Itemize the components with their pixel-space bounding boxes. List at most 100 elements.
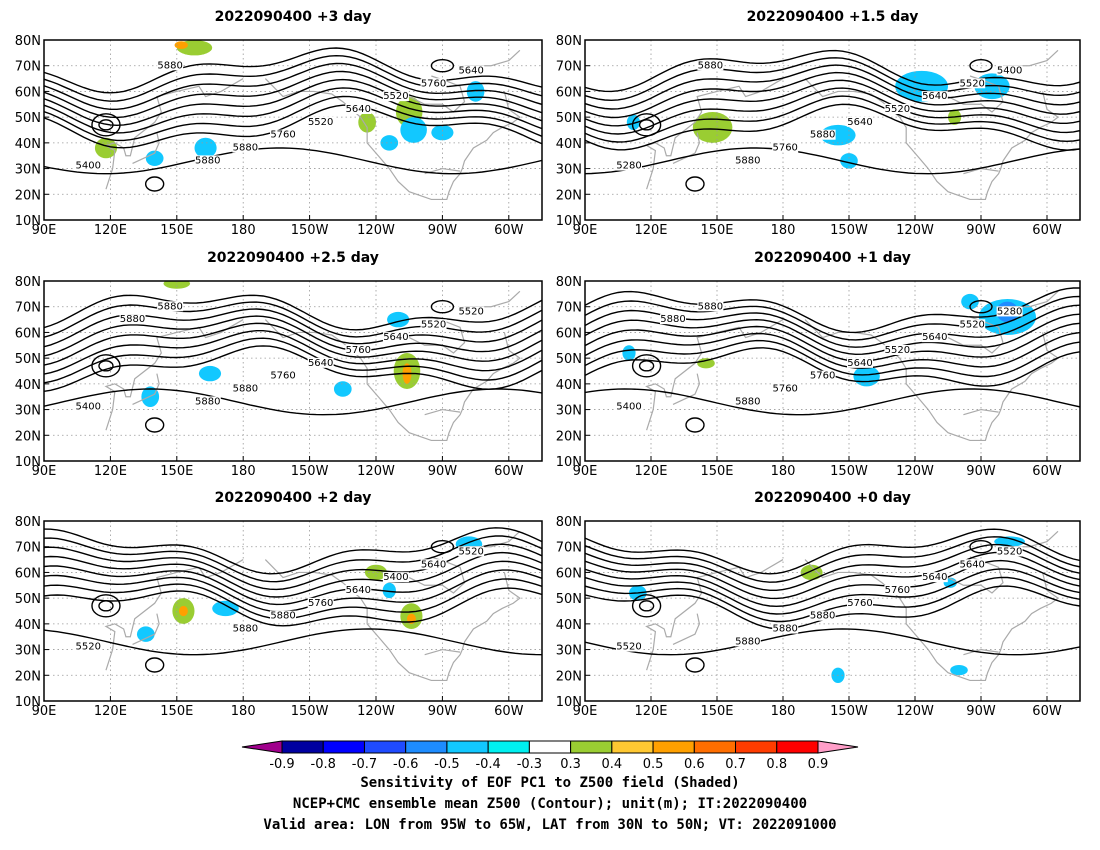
contour-label: 5880 xyxy=(233,624,258,635)
contour-label: 5520 xyxy=(885,104,910,115)
sensitivity-shade xyxy=(382,582,396,599)
contour-label-bg xyxy=(458,546,485,557)
contour-label: 5760 xyxy=(308,598,333,609)
x-tick-label: 150W xyxy=(830,223,868,238)
y-tick-label: 50N xyxy=(15,111,41,126)
x-tick-label: 120E xyxy=(634,704,667,719)
contour-label: 5880 xyxy=(233,143,258,154)
contour-label-bg xyxy=(616,641,642,652)
colorbar-tick-label: -0.8 xyxy=(311,757,336,772)
z500-contour xyxy=(44,147,542,175)
z500-contour xyxy=(685,176,705,192)
contour-label-bg xyxy=(382,91,409,102)
contour-label: 5760 xyxy=(270,130,295,141)
y-tick-label: 10N xyxy=(556,695,582,710)
z500-contour xyxy=(44,47,542,94)
coastline xyxy=(645,78,784,190)
x-tick-label: 120W xyxy=(896,223,934,238)
y-tick-label: 50N xyxy=(556,111,582,126)
map-panel: 5520 5520 5640 5400 5640 5760 5880 5880 20220904… xyxy=(15,490,543,719)
y-tick-label: 80N xyxy=(556,275,582,290)
x-tick-label: 60W xyxy=(1032,223,1062,238)
map-plot-area: 5280 5400 5520 5640 5520 5640 5880 5760 5880 5880 xyxy=(585,40,1080,220)
coastline xyxy=(104,319,244,431)
contour-label-bg xyxy=(232,142,259,153)
z500-contour xyxy=(638,360,655,372)
contour-label: 5520 xyxy=(616,642,641,653)
z500-contour xyxy=(44,294,542,331)
sensitivity-shade xyxy=(950,665,968,676)
z500-contour xyxy=(585,71,1080,119)
contour-label-bg xyxy=(697,60,724,71)
y-tick-label: 20N xyxy=(15,429,41,444)
colorbar-tick-label: -0.6 xyxy=(393,757,418,772)
coastline xyxy=(408,316,466,354)
x-tick-label: 90W xyxy=(966,704,996,719)
colorbar-swatch xyxy=(693,740,737,754)
z500-contour xyxy=(585,79,1080,127)
colorbar-swatch xyxy=(487,740,530,754)
contour-label-bg xyxy=(847,597,873,608)
z500-contour xyxy=(585,49,1080,93)
colorbar-swatch xyxy=(446,740,489,754)
colorbar: -0.9 -0.8 -0.7 -0.6 -0.5 -0.4 -0.3 0.3 0.4 0.5 0.6… xyxy=(241,740,859,772)
colorbar-tick-label: -0.9 xyxy=(269,757,294,772)
x-tick-label: 90W xyxy=(428,464,458,479)
map-frame xyxy=(43,39,543,221)
z500-contour xyxy=(44,628,542,656)
coastline xyxy=(424,408,461,416)
contour-label: 5520 xyxy=(421,319,446,330)
contour-label-bg xyxy=(420,78,447,89)
contour-label: 5880 xyxy=(120,314,145,325)
contour-label: 5760 xyxy=(885,585,910,596)
sensitivity-shade xyxy=(400,117,427,143)
z500-contour xyxy=(969,300,993,314)
contour-label: 5880 xyxy=(698,301,723,312)
colorbar-swatch xyxy=(776,740,819,754)
contour-label: 5640 xyxy=(458,65,483,76)
y-tick-label: 30N xyxy=(556,404,582,419)
z500-contour xyxy=(585,331,1080,369)
z500-contour xyxy=(44,54,542,102)
contour-label-bg xyxy=(772,142,799,153)
contour-label-bg xyxy=(345,585,372,595)
y-tick-label: 50N xyxy=(15,592,41,607)
y-tick-label: 50N xyxy=(556,592,582,607)
y-tick-label: 40N xyxy=(556,618,582,633)
coastline xyxy=(963,408,999,416)
colorbar-arrow-high xyxy=(817,740,859,754)
y-tick-label: 20N xyxy=(556,429,582,444)
contour-label: 5760 xyxy=(772,384,797,395)
contour-label: 5880 xyxy=(195,396,220,407)
y-tick-label: 60N xyxy=(556,326,582,341)
contour-label: 5400 xyxy=(76,161,101,172)
colorbar-swatch xyxy=(570,740,613,754)
y-tick-label: 60N xyxy=(15,85,41,100)
contour-label: 5880 xyxy=(660,314,685,325)
colorbar-tick-label: 0.9 xyxy=(808,757,829,772)
contour-label-bg xyxy=(75,641,102,652)
y-tick-label: 70N xyxy=(556,541,582,556)
x-tick-label: 150W xyxy=(291,704,329,719)
panel-title: 2022090400 +2 day xyxy=(215,490,372,506)
z500-contour xyxy=(44,337,542,384)
contour-label-bg xyxy=(232,623,259,634)
x-tick-label: 60W xyxy=(1032,464,1062,479)
panel-title: 2022090400 +1 day xyxy=(754,250,911,266)
colorbar-swatch xyxy=(611,740,654,754)
map-panel: 5400 5520 5520 5640 5760 5640 5760 5880 5880 5880… xyxy=(15,250,543,479)
sensitivity-shade xyxy=(145,150,164,167)
colorbar-tick-label: 0.4 xyxy=(602,757,623,772)
z500-contour xyxy=(44,345,542,392)
x-tick-label: 60W xyxy=(494,223,524,238)
contour-label-bg xyxy=(996,546,1023,557)
x-tick-label: 60W xyxy=(1032,704,1062,719)
sensitivity-shade xyxy=(853,365,880,387)
contour-label-bg xyxy=(345,345,372,355)
coastline xyxy=(672,132,701,164)
sensitivity-shade xyxy=(364,564,388,581)
contour-label: 5400 xyxy=(616,402,641,413)
contour-label-bg xyxy=(270,610,297,621)
contour-label: 5880 xyxy=(233,384,258,395)
contour-label-bg xyxy=(660,314,686,325)
